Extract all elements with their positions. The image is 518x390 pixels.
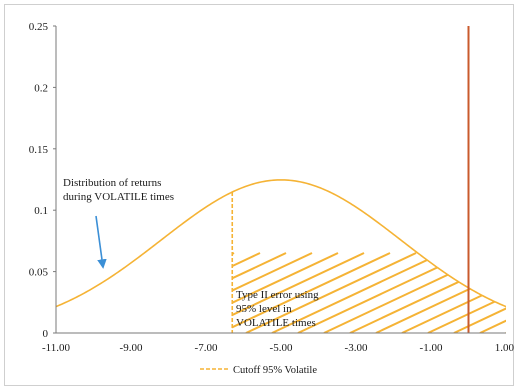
legend: Cutoff 95% Volatile: [200, 365, 317, 376]
hatch-line: [0, 253, 130, 333]
hatch-line: [12, 253, 182, 333]
y-tick-label: 0.2: [34, 82, 48, 94]
x-tick-label: -1.00: [420, 342, 443, 354]
chart-frame: [4, 4, 514, 386]
distribution-curve: [56, 179, 506, 308]
y-tick-label: 0.05: [29, 267, 49, 279]
hatch-line: [297, 252, 469, 333]
annotation-distribution-text: during VOLATILE times: [63, 191, 174, 203]
y-tick-label: 0: [43, 328, 49, 340]
x-tick-label: -11.00: [42, 342, 71, 354]
hatch-line: [232, 252, 339, 333]
hatch-line: [232, 252, 261, 333]
x-tick-labels: -11.00 -9.00 -7.00 -5.00 -3.00 -1.00 1.00: [42, 342, 515, 354]
hatch-line: [38, 253, 208, 333]
y-tick-label: 0.25: [29, 21, 49, 33]
x-tick-label: -9.00: [120, 342, 143, 354]
x-tick-label: -7.00: [195, 342, 218, 354]
hatch-line: [427, 252, 506, 333]
hatch-line: [271, 252, 443, 333]
annotation-arrow: [95, 215, 107, 269]
annotation-type2-text: Type II error using: [236, 289, 319, 301]
hatch-line: [0, 253, 26, 333]
annotation-type2-text: VOLATILE times: [236, 317, 316, 329]
hatch-line: [479, 252, 506, 333]
hatch-line: [0, 253, 156, 333]
x-tick-label: -5.00: [270, 342, 293, 354]
annotations: Distribution of returns during VOLATILE t…: [63, 177, 319, 329]
hatch-line: [245, 252, 417, 333]
hatch-line: [453, 252, 506, 333]
y-tick-label: 0.15: [29, 144, 49, 156]
hatch-line: [232, 252, 365, 333]
y-tick-labels: 0 0.05 0.1 0.15 0.2 0.25: [29, 21, 49, 340]
hatch-line: [232, 252, 391, 333]
hatch-line: [232, 252, 235, 333]
hatch-line: [232, 252, 287, 333]
axes: [53, 25, 506, 334]
x-tick-label: 1.00: [495, 342, 515, 354]
x-tick-label: -3.00: [345, 342, 368, 354]
hatch-line: [0, 253, 52, 333]
annotation-distribution-text: Distribution of returns: [63, 177, 161, 189]
annotation-type2-text: 95% level in: [236, 303, 292, 315]
hatch-line: [232, 252, 313, 333]
hatch-line: [505, 252, 506, 333]
hatch-line: [0, 253, 78, 333]
legend-label: Cutoff 95% Volatile: [233, 365, 317, 376]
hatch-line: [0, 253, 104, 333]
y-tick-label: 0.1: [34, 205, 48, 217]
hatch-line: [375, 252, 506, 333]
